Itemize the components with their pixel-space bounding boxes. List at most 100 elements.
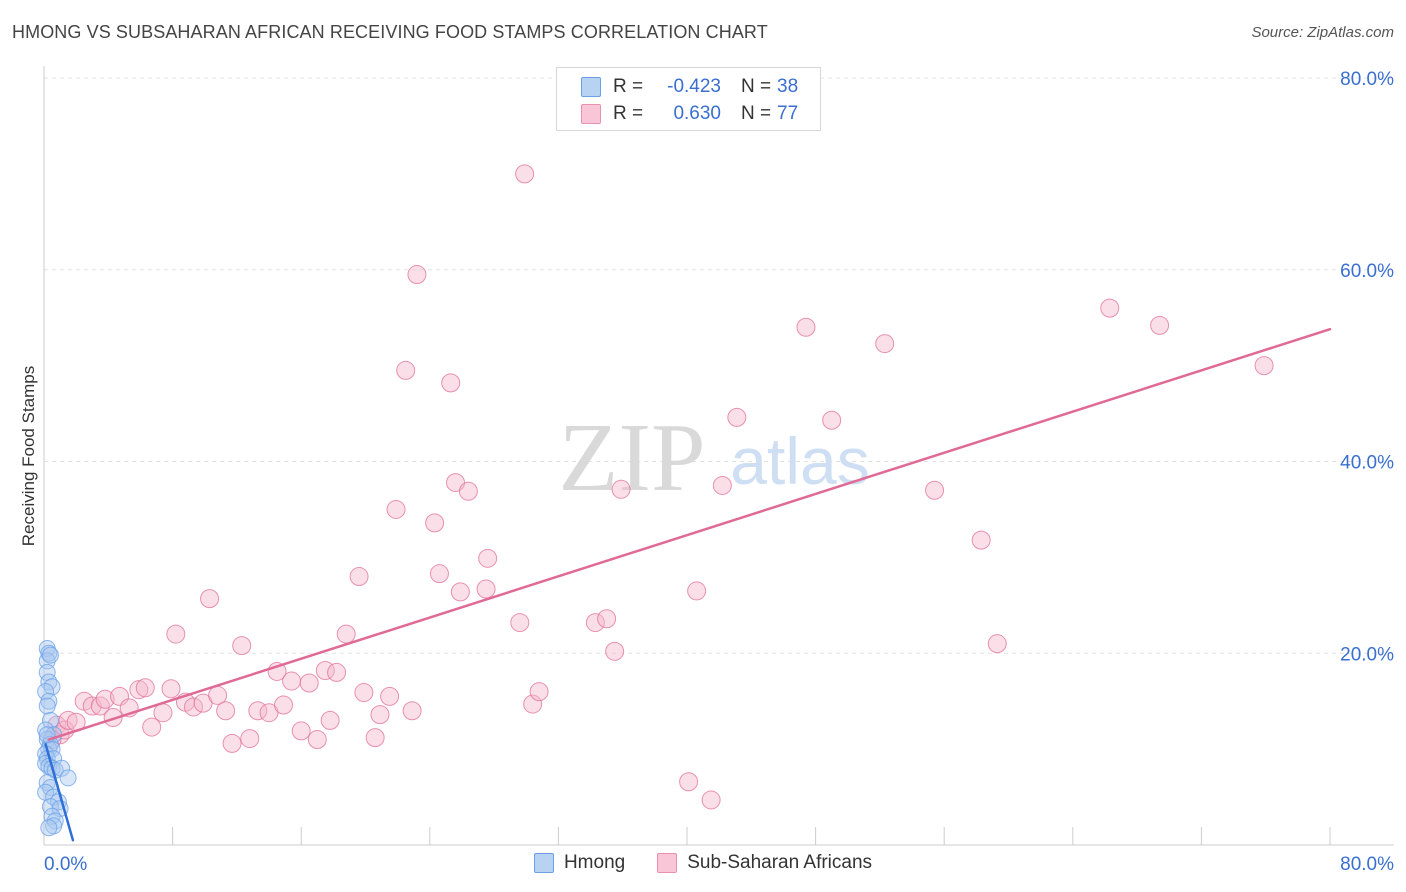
chart-title: HMONG VS SUBSAHARAN AFRICAN RECEIVING FO…	[12, 22, 768, 42]
data-points	[37, 164, 1274, 837]
legend-r-label: R =	[613, 76, 644, 97]
point-subsaharan-67	[701, 790, 721, 810]
point-subsaharan-44	[380, 686, 400, 706]
point-subsaharan-10	[103, 707, 123, 727]
x-tick-label-1: 80.0%	[1340, 854, 1394, 875]
point-subsaharan-8	[90, 696, 110, 716]
hmong-swatch	[581, 77, 601, 97]
point-hmong-9	[38, 697, 56, 715]
point-subsaharan-58	[523, 694, 543, 714]
point-subsaharan-78	[1254, 356, 1274, 376]
legend-item-hmong[interactable]: Hmong	[533, 852, 626, 874]
legend-box: R = -0.423 N = 38 R = 0.630 N = 77	[556, 67, 821, 131]
watermark-atlas: atlas	[730, 424, 869, 498]
legend-label-hmong: Hmong	[563, 852, 626, 873]
point-subsaharan-75	[987, 634, 1007, 654]
trend-line-subsaharan	[47, 327, 1332, 741]
subsaharan-swatch	[581, 104, 601, 124]
point-subsaharan-18	[166, 624, 186, 644]
axes	[43, 66, 1394, 846]
point-subsaharan-56	[478, 548, 498, 568]
point-subsaharan-16	[153, 703, 173, 723]
point-subsaharan-22	[200, 589, 220, 609]
point-subsaharan-77	[1150, 315, 1170, 335]
point-subsaharan-41	[354, 683, 374, 703]
point-hmong-36	[40, 819, 58, 837]
point-subsaharan-46	[396, 360, 416, 380]
point-subsaharan-48	[407, 265, 427, 285]
point-subsaharan-15	[142, 717, 162, 737]
point-subsaharan-31	[274, 695, 294, 715]
point-subsaharan-35	[307, 730, 327, 750]
point-subsaharan-51	[441, 373, 461, 393]
point-subsaharan-38	[327, 662, 347, 682]
series-legend: Hmong Sub-Saharan Africans	[0, 852, 1406, 874]
point-subsaharan-72	[875, 334, 895, 354]
tick-labels: 20.0% 40.0% 60.0% 80.0% 0.0% 80.0%	[44, 69, 1394, 875]
point-hmong-2	[38, 652, 56, 670]
point-hmong-37	[38, 726, 56, 744]
point-subsaharan-64	[611, 479, 631, 499]
point-subsaharan-24	[216, 701, 236, 721]
source-label: Source: ZipAtlas.com	[1251, 24, 1394, 41]
point-subsaharan-43	[370, 705, 390, 725]
point-subsaharan-42	[365, 728, 385, 748]
x-tick-label-0: 0.0%	[44, 854, 87, 875]
point-subsaharan-65	[679, 772, 699, 792]
point-hmong-5	[40, 673, 58, 691]
point-subsaharan-34	[299, 673, 319, 693]
point-subsaharan-3	[58, 710, 78, 730]
point-subsaharan-47	[402, 701, 422, 721]
point-hmong-25	[59, 769, 77, 787]
legend-r-label: R =	[613, 103, 644, 124]
point-subsaharan-62	[597, 609, 617, 629]
point-subsaharan-40	[349, 567, 369, 587]
gridlines	[44, 77, 1394, 654]
point-subsaharan-39	[336, 624, 356, 644]
point-subsaharan-57	[510, 613, 530, 633]
point-subsaharan-76	[1100, 298, 1120, 318]
point-subsaharan-25	[222, 733, 242, 753]
legend-label-subsaharan: Sub-Saharan Africans	[687, 852, 873, 873]
legend-n-value-hmong: 38	[777, 76, 799, 97]
point-subsaharan-68	[712, 475, 732, 495]
point-subsaharan-32	[282, 671, 302, 691]
point-hmong-3	[41, 646, 59, 664]
hmong-swatch	[533, 853, 554, 873]
legend-n-label: N =	[741, 103, 772, 124]
trend-line-hmong	[44, 743, 75, 842]
y-tick-label-1: 40.0%	[1340, 453, 1394, 474]
legend-item-subsaharan[interactable]: Sub-Saharan Africans	[657, 852, 872, 874]
point-subsaharan-63	[605, 641, 625, 661]
point-subsaharan-33	[291, 721, 311, 741]
point-subsaharan-55	[476, 579, 496, 599]
point-subsaharan-66	[687, 581, 707, 601]
y-tick-label-0: 20.0%	[1340, 644, 1394, 665]
subsaharan-swatch	[657, 853, 678, 873]
legend-row-subsaharan: R = 0.630 N = 77	[581, 102, 798, 126]
point-subsaharan-17	[161, 679, 181, 699]
point-subsaharan-9	[95, 689, 115, 709]
point-subsaharan-49	[425, 513, 445, 533]
point-subsaharan-69	[727, 407, 747, 427]
y-tick-label-3: 80.0%	[1340, 69, 1394, 90]
watermark-zip: ZIP	[559, 404, 706, 512]
legend-row-hmong: R = -0.423 N = 38	[581, 75, 798, 99]
point-subsaharan-60	[515, 164, 535, 184]
watermark: ZIP atlas	[559, 404, 870, 512]
point-subsaharan-50	[429, 564, 449, 584]
point-subsaharan-27	[240, 729, 260, 749]
point-subsaharan-54	[458, 481, 478, 501]
point-subsaharan-20	[183, 697, 203, 717]
point-subsaharan-71	[822, 410, 842, 430]
legend-n-value-subsaharan: 77	[777, 103, 799, 124]
point-subsaharan-61	[585, 613, 605, 633]
y-tick-label-2: 60.0%	[1340, 261, 1394, 282]
point-subsaharan-37	[320, 710, 340, 730]
legend-n-label: N =	[741, 76, 772, 97]
point-subsaharan-14	[135, 678, 155, 698]
point-subsaharan-45	[386, 499, 406, 519]
point-hmong-10	[41, 711, 59, 729]
trend-lines	[44, 327, 1332, 842]
